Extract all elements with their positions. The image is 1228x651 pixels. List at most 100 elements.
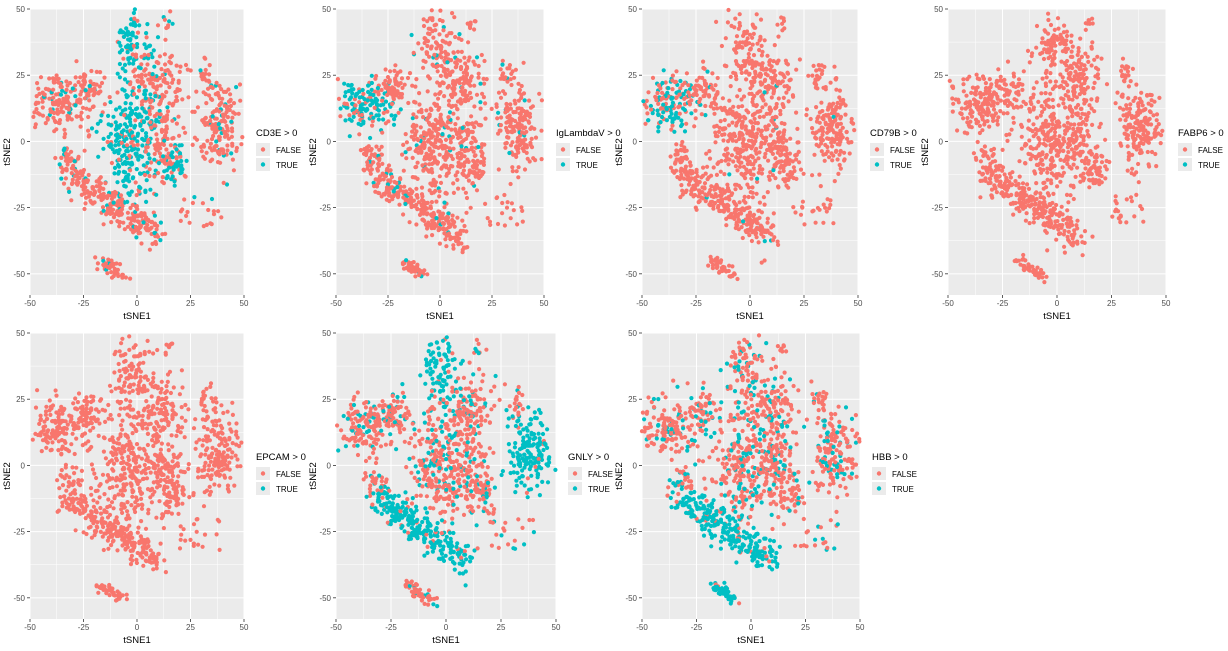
point-true bbox=[150, 72, 155, 77]
point-false bbox=[495, 221, 501, 227]
point-false bbox=[767, 62, 772, 67]
point-false bbox=[407, 71, 413, 76]
point-false bbox=[402, 82, 407, 87]
point-false bbox=[225, 143, 230, 148]
point-false bbox=[521, 138, 526, 143]
point-false bbox=[1046, 31, 1051, 36]
point-false bbox=[338, 114, 343, 119]
point-false bbox=[740, 235, 745, 241]
point-false bbox=[131, 86, 136, 91]
point-false bbox=[414, 186, 419, 191]
point-false bbox=[730, 191, 735, 196]
point-false bbox=[425, 200, 430, 205]
point-false bbox=[389, 185, 394, 190]
point-false bbox=[1059, 83, 1064, 88]
point-false bbox=[781, 16, 786, 21]
point-false bbox=[1034, 162, 1039, 167]
point-false bbox=[837, 162, 842, 168]
point-false bbox=[51, 115, 56, 120]
point-false bbox=[694, 207, 699, 212]
point-false bbox=[706, 263, 711, 268]
point-true bbox=[158, 220, 163, 225]
point-false bbox=[767, 105, 772, 110]
point-false bbox=[725, 20, 731, 25]
point-false bbox=[92, 200, 97, 205]
point-false bbox=[779, 135, 784, 140]
point-true bbox=[152, 157, 157, 162]
point-false bbox=[455, 215, 460, 220]
point-false bbox=[722, 117, 727, 123]
point-false bbox=[740, 40, 745, 45]
point-false bbox=[437, 174, 442, 179]
point-false bbox=[713, 102, 719, 107]
point-false bbox=[990, 99, 995, 104]
y-tick-label: -25 bbox=[625, 204, 637, 213]
point-false bbox=[90, 104, 95, 110]
point-false bbox=[737, 12, 742, 17]
point-true bbox=[135, 133, 140, 138]
point-false bbox=[996, 67, 1001, 72]
point-false bbox=[171, 77, 176, 82]
point-false bbox=[224, 109, 229, 115]
point-false bbox=[147, 167, 152, 172]
point-false bbox=[361, 91, 366, 96]
point-false bbox=[522, 167, 528, 172]
y-tick-label: 50 bbox=[628, 5, 637, 14]
point-true bbox=[153, 94, 158, 99]
point-true bbox=[135, 106, 140, 111]
point-false bbox=[756, 240, 761, 245]
point-false bbox=[388, 168, 393, 173]
point-false bbox=[471, 149, 476, 154]
point-false bbox=[146, 77, 151, 82]
point-false bbox=[656, 101, 661, 106]
point-false bbox=[1090, 21, 1095, 26]
point-false bbox=[128, 216, 133, 221]
point-false bbox=[109, 160, 114, 166]
point-false bbox=[478, 106, 483, 111]
point-false bbox=[743, 200, 748, 205]
point-false bbox=[820, 138, 826, 143]
point-false bbox=[51, 95, 56, 100]
point-true bbox=[157, 108, 162, 114]
point-false bbox=[686, 83, 691, 88]
point-true bbox=[140, 128, 145, 133]
point-false bbox=[151, 84, 156, 89]
point-false bbox=[1009, 82, 1014, 87]
point-false bbox=[445, 120, 450, 125]
point-false bbox=[976, 100, 981, 105]
point-false bbox=[373, 89, 378, 94]
point-false bbox=[998, 109, 1003, 114]
point-false bbox=[1053, 130, 1058, 135]
point-false bbox=[381, 110, 386, 116]
point-false bbox=[725, 182, 730, 187]
point-false bbox=[162, 76, 167, 82]
point-true bbox=[101, 208, 106, 213]
point-false bbox=[707, 149, 712, 154]
point-false bbox=[383, 174, 388, 179]
point-false bbox=[751, 31, 756, 36]
point-false bbox=[165, 81, 170, 86]
point-false bbox=[965, 115, 970, 121]
point-false bbox=[712, 111, 717, 116]
point-false bbox=[160, 232, 165, 237]
point-false bbox=[421, 65, 426, 70]
point-true bbox=[338, 106, 343, 111]
point-false bbox=[459, 151, 464, 157]
point-false bbox=[802, 222, 807, 227]
scatter-points bbox=[335, 8, 545, 279]
point-false bbox=[38, 75, 44, 80]
point-false bbox=[168, 9, 173, 14]
point-false bbox=[374, 144, 379, 149]
point-false bbox=[514, 169, 519, 174]
point-false bbox=[117, 220, 122, 225]
point-false bbox=[139, 62, 144, 67]
point-false bbox=[347, 113, 352, 118]
point-false bbox=[436, 63, 441, 68]
point-true bbox=[99, 113, 104, 118]
point-true bbox=[478, 81, 483, 86]
point-false bbox=[695, 182, 700, 187]
point-false bbox=[217, 135, 222, 140]
point-false bbox=[405, 75, 411, 81]
point-false bbox=[849, 140, 854, 145]
